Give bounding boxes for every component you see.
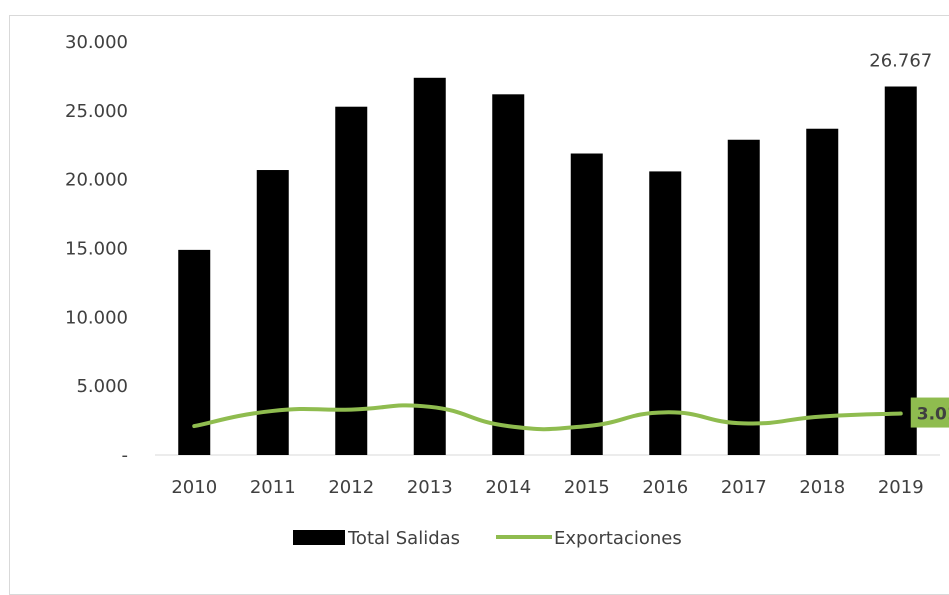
legend-label-total-salidas: Total Salidas (347, 528, 460, 549)
x-tick-label: 2012 (328, 477, 374, 498)
bar-total-salidas-2011 (256, 170, 289, 455)
y-axis: - 5.000 10.000 15.000 20.000 25.000 30.000 (65, 32, 128, 466)
x-tick-label: 2010 (171, 477, 217, 498)
legend: Total Salidas Exportaciones (293, 528, 682, 549)
bar-total-salidas-2016 (649, 171, 682, 455)
y-tick-label: 25.000 (65, 101, 128, 122)
x-tick-label: 2019 (878, 477, 924, 498)
y-tick-label: 20.000 (65, 170, 128, 191)
legend-label-exportaciones: Exportaciones (554, 528, 682, 549)
y-tick-label: 30.000 (65, 32, 128, 53)
x-tick-label: 2014 (485, 477, 531, 498)
bar-total-salidas-2014 (492, 94, 525, 456)
x-tick-label: 2011 (250, 477, 296, 498)
y-tick-label: 10.000 (65, 307, 128, 328)
x-tick-label: 2017 (721, 477, 767, 498)
export-2019-data-label: 3.011 (917, 405, 949, 425)
bar-total-salidas-2015 (570, 153, 603, 455)
y-tick-label: 15.000 (65, 239, 128, 260)
bars-group (178, 77, 917, 456)
bar-total-salidas-2019 (884, 86, 917, 456)
x-tick-label: 2018 (799, 477, 845, 498)
exportaciones-line (192, 403, 903, 432)
x-tick-label: 2013 (407, 477, 453, 498)
y-tick-label: - (122, 445, 129, 466)
combo-chart: - 5.000 10.000 15.000 20.000 25.000 30.000 201… (65, 32, 949, 549)
x-tick-label: 2016 (642, 477, 688, 498)
bar-total-salidas-2013 (413, 77, 446, 455)
total-2019-data-label: 26.767 (869, 51, 932, 72)
x-axis: 2010 2011 2012 2013 2014 2015 2016 2017 2018 2019 (171, 477, 923, 498)
x-tick-label: 2015 (564, 477, 610, 498)
bar-total-salidas-2012 (335, 106, 368, 455)
export-2019-label-box (910, 397, 949, 428)
legend-swatch-total-salidas (293, 530, 345, 545)
bar-total-salidas-2018 (806, 128, 839, 456)
bar-total-salidas-2017 (727, 139, 760, 455)
bar-total-salidas-2010 (178, 249, 211, 455)
y-tick-label: 5.000 (76, 376, 128, 397)
